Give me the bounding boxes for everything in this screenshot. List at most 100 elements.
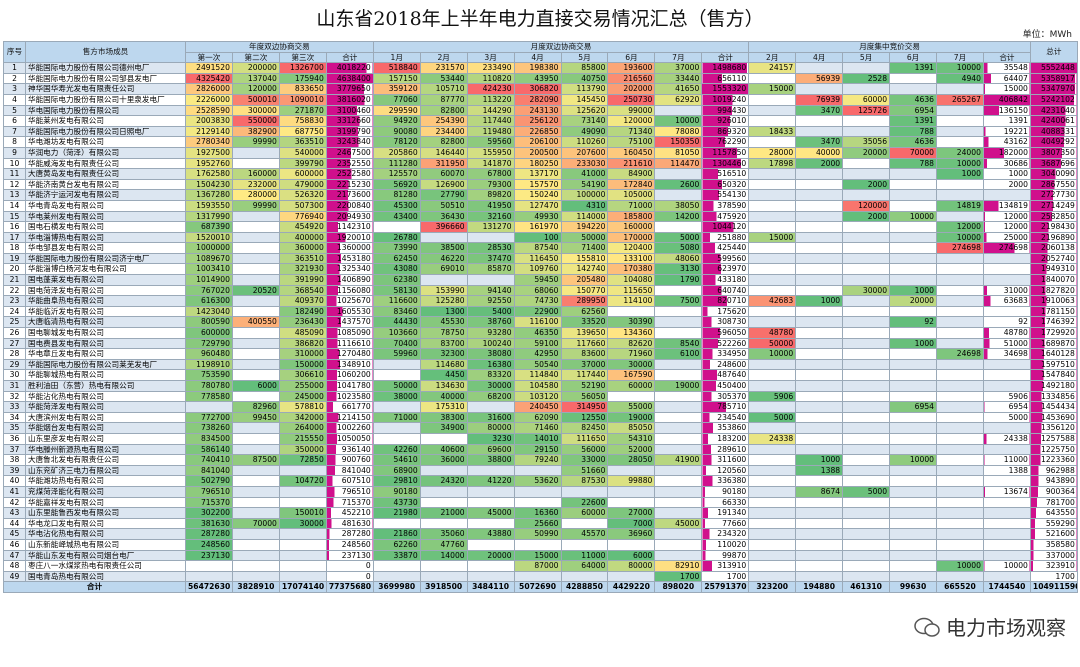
value-cell — [795, 252, 844, 265]
value-cell: 52000 — [607, 443, 656, 456]
sum-cell: 1002260 — [325, 422, 374, 434]
group-header: 月度集中竞价交易 — [748, 41, 1031, 53]
value-cell: 10000 — [936, 231, 984, 244]
value-cell: 1000 — [795, 295, 844, 307]
value-cell — [748, 422, 797, 434]
value-cell: 44430 — [372, 316, 421, 329]
value-cell: 800590 — [185, 316, 233, 329]
value-cell — [889, 380, 937, 392]
value-cell: 1000 — [795, 454, 844, 466]
value-cell — [419, 485, 468, 498]
row-index: 6 — [3, 115, 26, 127]
value-cell — [466, 538, 515, 551]
value-cell — [607, 390, 656, 403]
value-cell — [795, 199, 844, 212]
value-cell — [748, 305, 797, 318]
value-cell — [842, 390, 891, 403]
value-cell: 68060 — [513, 284, 562, 297]
value-cell: 80000 — [607, 560, 656, 572]
row-index: 11 — [3, 168, 26, 180]
value-cell: 1089670 — [185, 252, 233, 265]
value-cell: 4636 — [889, 93, 937, 106]
value-cell: 62380 — [372, 274, 421, 286]
sum-cell: 994430 — [701, 104, 750, 117]
group-header: 月度双边协商交易 — [372, 41, 750, 53]
value-cell — [842, 454, 891, 466]
sum-cell: 64407 — [982, 72, 1031, 85]
sum-cell: 1729920 — [1029, 327, 1078, 339]
value-cell — [795, 327, 844, 339]
sum-cell: 1225750 — [1029, 443, 1078, 456]
data-row: 24 华能临沂发电有限公司 1423040 182490 1605530 83460 130… — [3, 305, 1078, 318]
value-cell: 1790 — [654, 274, 703, 286]
value-cell: 2226000 — [185, 93, 233, 106]
value-cell — [842, 348, 891, 360]
sum-cell: 110020 — [701, 538, 750, 551]
value-cell: 507300 — [278, 199, 327, 212]
value-cell — [419, 496, 468, 509]
row-index: 7 — [3, 125, 26, 138]
sum-cell: 5000 — [982, 411, 1031, 424]
value-cell: 90080 — [372, 125, 421, 138]
sum-cell: 337000 — [1029, 549, 1078, 562]
value-cell: 83700 — [419, 337, 468, 350]
value-cell — [842, 369, 891, 381]
sum-cell: 936140 — [325, 443, 374, 456]
value-cell — [795, 284, 844, 297]
row-index: 42 — [3, 496, 26, 509]
value-cell — [889, 72, 937, 85]
value-cell — [795, 538, 844, 551]
sum-cell: 358580 — [1029, 538, 1078, 551]
value-cell: 240450 — [513, 401, 562, 413]
sum-cell: 900760 — [325, 454, 374, 466]
value-cell: 105710 — [419, 83, 468, 95]
sum-cell: 191340 — [701, 507, 750, 519]
value-cell: 8540 — [654, 337, 703, 350]
value-cell: 60000 — [560, 507, 609, 519]
value-cell: 10000 — [936, 560, 984, 572]
value-cell — [795, 507, 844, 519]
total-value: 25791370 — [701, 581, 750, 593]
value-cell: 167590 — [607, 369, 656, 381]
value-cell: 111280 — [372, 157, 421, 170]
value-cell — [936, 327, 984, 339]
value-cell: 110820 — [466, 72, 515, 85]
value-cell: 255000 — [278, 380, 327, 392]
value-cell: 306610 — [278, 369, 327, 381]
sum-cell: 0 — [325, 570, 374, 583]
sum-cell: 2052740 — [1029, 252, 1078, 265]
value-cell — [748, 475, 797, 487]
member-name: 华能临沂发电有限公司 — [25, 305, 186, 318]
value-cell: 40750 — [560, 72, 609, 85]
sum-cell: 175620 — [701, 305, 750, 318]
value-cell — [231, 210, 280, 223]
total-label: 合计 — [3, 581, 186, 593]
value-cell: 49090 — [560, 125, 609, 138]
data-row: 27 国电费县发电有限公司 729790 386820 1116610 70400 8370… — [3, 337, 1078, 350]
value-cell: 85870 — [466, 263, 515, 276]
value-cell: 155810 — [560, 252, 609, 265]
value-cell: 119480 — [466, 125, 515, 138]
sum-cell — [982, 475, 1031, 487]
value-cell — [889, 199, 937, 212]
row-index: 37 — [3, 443, 26, 456]
value-cell: 21860 — [372, 528, 421, 540]
value-cell — [748, 136, 797, 148]
value-cell — [748, 496, 797, 509]
data-row: 28 华电章丘发电有限公司 960480 310000 1270480 59960 3230… — [3, 348, 1078, 360]
sum-cell: 2200840 — [325, 199, 374, 212]
member-name: 华电国际电力股份有限公司 — [25, 104, 186, 117]
value-cell: 391990 — [278, 274, 327, 286]
member-name: 华能山东发电有限公司烟台电厂 — [25, 549, 186, 562]
sum-cell: 237130 — [325, 549, 374, 562]
value-cell — [278, 485, 327, 498]
value-cell: 56939 — [795, 72, 844, 85]
value-cell: 94140 — [466, 284, 515, 297]
sum-cell: 1492180 — [1029, 380, 1078, 392]
value-cell: 2129140 — [185, 125, 233, 138]
row-index: 45 — [3, 528, 26, 540]
value-cell — [231, 475, 280, 487]
sum-cell: 2582850 — [1029, 210, 1078, 223]
value-cell — [748, 443, 797, 456]
value-cell — [795, 178, 844, 191]
